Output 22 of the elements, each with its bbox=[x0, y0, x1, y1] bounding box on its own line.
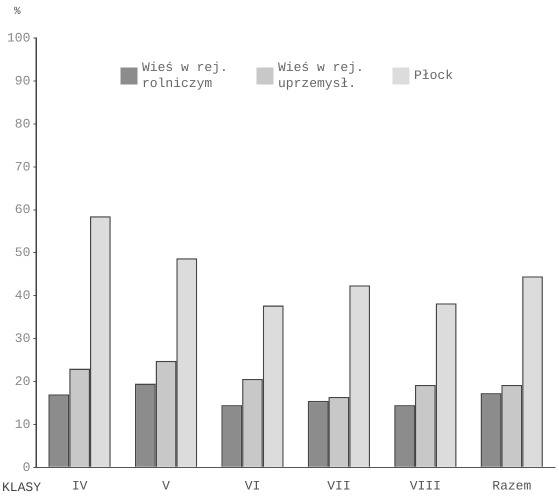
y-tick-label: 90 bbox=[14, 73, 30, 88]
legend-label: Płock bbox=[414, 68, 454, 84]
y-tick-label: 60 bbox=[14, 202, 30, 218]
y-tick-label: 30 bbox=[14, 331, 30, 346]
y-tick-label: 10 bbox=[14, 416, 30, 432]
y-axis-title: % bbox=[14, 6, 21, 18]
y-tick-label: 40 bbox=[14, 288, 30, 304]
x-axis-title: KLASY bbox=[2, 480, 42, 495]
x-tick-label: IV bbox=[72, 478, 88, 494]
x-tick-label: V bbox=[162, 478, 170, 494]
y-tick-label: 80 bbox=[14, 116, 30, 132]
y-tick-label: 20 bbox=[14, 374, 30, 389]
legend-label: Wieś w rej. uprzemysł. bbox=[278, 60, 365, 92]
x-tick-label: VIII bbox=[410, 478, 441, 494]
x-tick-label: VII bbox=[327, 478, 351, 494]
y-tick-label: 50 bbox=[14, 245, 30, 260]
x-tick-label: VI bbox=[244, 478, 260, 494]
y-tick-label: 70 bbox=[14, 159, 30, 174]
y-tick-label: 0 bbox=[22, 460, 30, 475]
x-tick-label: Razem bbox=[492, 478, 532, 494]
legend-label: Wieś w rej. rolniczym bbox=[142, 60, 229, 92]
y-tick-label: 100 bbox=[7, 30, 30, 46]
